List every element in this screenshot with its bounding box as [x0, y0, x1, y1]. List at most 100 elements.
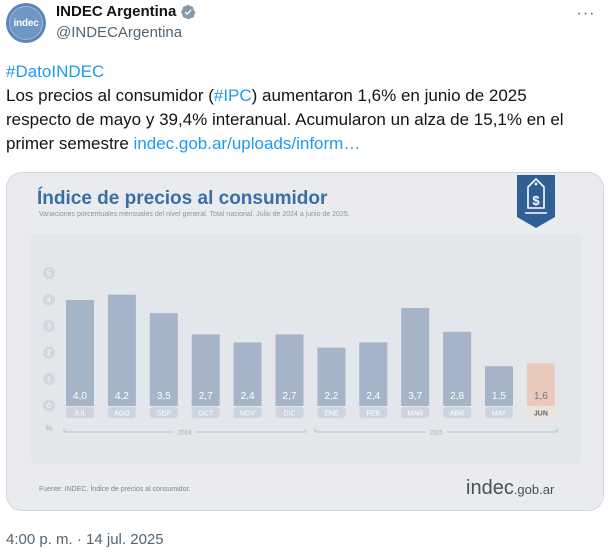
bar-value-label: 4,2 — [115, 391, 129, 402]
x-tick-label: OCT — [198, 411, 214, 418]
y-tick-marker — [43, 320, 55, 332]
tweet-line-1: #DatoINDEC — [6, 60, 604, 84]
x-tick-pill — [107, 407, 136, 418]
verified-badge-icon — [181, 4, 196, 19]
x-tick-pill — [317, 407, 346, 418]
more-dots-icon[interactable]: ··· — [576, 5, 596, 22]
media-card[interactable]: Índice de precios al consumidor Variacio… — [6, 172, 604, 511]
x-tick-pill — [233, 407, 262, 418]
x-tick-label: ABR — [450, 411, 464, 418]
bar — [485, 366, 513, 406]
hashtag-datoindec[interactable]: #DatoINDEC — [6, 62, 105, 81]
chart-title: Índice de precios al consumidor — [37, 187, 328, 209]
y-axis: 0 1 2 3 4 5% — [43, 267, 55, 433]
bar — [526, 363, 555, 406]
x-tick-pill — [149, 407, 178, 418]
bar-value-label: 4,0 — [73, 391, 87, 402]
y-tick-marker — [43, 293, 55, 306]
x-tick-pill — [66, 407, 94, 418]
x-tick-label: JUN — [534, 411, 548, 418]
x-tick-label: FEB — [366, 411, 380, 418]
tweet-header: indec INDEC Argentina @INDECArgentina ··… — [6, 0, 604, 46]
x-tick-label: DIC — [283, 411, 295, 418]
x-tick-pill — [359, 407, 388, 418]
x-tick-pill — [526, 407, 555, 418]
bar — [66, 300, 94, 406]
year-groups: 2024 2025 — [63, 428, 558, 437]
tweet-text-segment: Los precios al consumidor ( — [6, 86, 214, 105]
avatar-logo: indec — [9, 6, 43, 40]
handle[interactable]: @INDECArgentina — [56, 24, 183, 41]
tweet-text-segment: primer semestre — [6, 134, 134, 153]
bar-value-label: 2,4 — [241, 391, 255, 402]
y-tick-marker — [43, 346, 55, 359]
x-tick-label: SEP — [157, 411, 171, 418]
year-label-bg — [425, 428, 448, 436]
year-label: 2024 — [178, 431, 192, 437]
bar-value-label: 1,5 — [492, 391, 506, 402]
y-tick-label: 5 — [47, 271, 51, 278]
y-tick-marker — [43, 399, 55, 412]
year-label: 2025 — [429, 431, 443, 437]
bar-value-label: 2,7 — [283, 391, 297, 402]
dollar-price-tag-icon: $ — [517, 175, 555, 228]
x-tick-label: ENE — [324, 411, 339, 418]
bars: 4,0 JUL 4,2 AGO 3,5 SEP 2,7 OCT 2,4 NOV 2,7 DIC 2,2 E… — [66, 294, 555, 418]
bar — [443, 331, 472, 406]
bar-value-label: 3,5 — [157, 391, 171, 402]
bar-value-label: 2,7 — [199, 391, 213, 402]
bar-value-label: 1,6 — [534, 391, 548, 402]
bar — [149, 313, 178, 406]
timestamp[interactable]: 4:00 p. m. · 14 jul. 2025 — [6, 531, 164, 548]
x-tick-pill — [275, 407, 304, 418]
bar — [317, 347, 346, 406]
x-tick-label: MAY — [492, 411, 507, 418]
indec-logo-main: indec — [466, 477, 514, 499]
x-tick-pill — [485, 407, 513, 418]
bar — [107, 294, 136, 406]
plot-area — [31, 234, 581, 464]
indec-logo-suffix: .gob.ar — [514, 482, 555, 497]
y-tick-marker — [43, 373, 55, 385]
bar-value-label: 2,4 — [366, 391, 380, 402]
y-tick-label: 1 — [47, 377, 51, 384]
report-link[interactable]: indec.gob.ar/uploads/inform… — [133, 134, 361, 153]
bar-value-label: 3,7 — [408, 391, 422, 402]
chart-subtitle: Variaciones porcentuales mensuales del n… — [39, 211, 350, 218]
y-tick-label: 3 — [47, 324, 51, 331]
x-tick-label: MAR — [407, 411, 423, 418]
x-tick-pill — [191, 407, 220, 418]
bar-value-label: 2,2 — [324, 391, 338, 402]
y-tick-label: 4 — [47, 297, 51, 304]
x-tick-label: AGO — [114, 411, 130, 418]
year-label-bg — [173, 428, 196, 436]
x-tick-pill — [443, 407, 472, 418]
tweet-line-3: respecto de mayo y 39,4% interanual. Acu… — [6, 110, 564, 129]
tweet-text-segment: ) aumentaron 1,6% en junio de 2025 — [251, 86, 527, 105]
tweet-line-2: Los precios al consumidor (#IPC) aumenta… — [6, 84, 604, 108]
bar-value-label: 2,8 — [450, 391, 464, 402]
bar — [191, 334, 220, 406]
x-tick-pill — [401, 407, 430, 418]
tweet-text: #DatoINDEC Los precios al consumidor (#I… — [6, 60, 604, 156]
display-name[interactable]: INDEC Argentina — [56, 3, 177, 20]
ipc-chart: Índice de precios al consumidor Variacio… — [7, 173, 603, 510]
bar — [233, 342, 262, 406]
indec-logo: indec.gob.ar — [466, 477, 555, 499]
y-tick-marker — [43, 267, 55, 279]
chart-source: Fuente: INDEC. Índice de precios al cons… — [39, 484, 190, 493]
y-tick-label: 0 — [47, 403, 51, 410]
x-tick-label: JUL — [74, 411, 87, 418]
tweet-line-4: primer semestre indec.gob.ar/uploads/inf… — [6, 132, 604, 156]
name-row: INDEC Argentina — [56, 3, 196, 20]
bar — [401, 307, 430, 406]
y-tick-label: 2 — [47, 350, 51, 357]
svg-text:$: $ — [532, 193, 540, 208]
y-axis-unit: % — [45, 424, 52, 433]
bar — [359, 342, 388, 406]
hashtag-ipc[interactable]: #IPC — [213, 86, 252, 105]
bar — [275, 334, 304, 406]
avatar-logo-text: indec — [13, 17, 39, 29]
avatar[interactable]: indec — [6, 3, 46, 43]
